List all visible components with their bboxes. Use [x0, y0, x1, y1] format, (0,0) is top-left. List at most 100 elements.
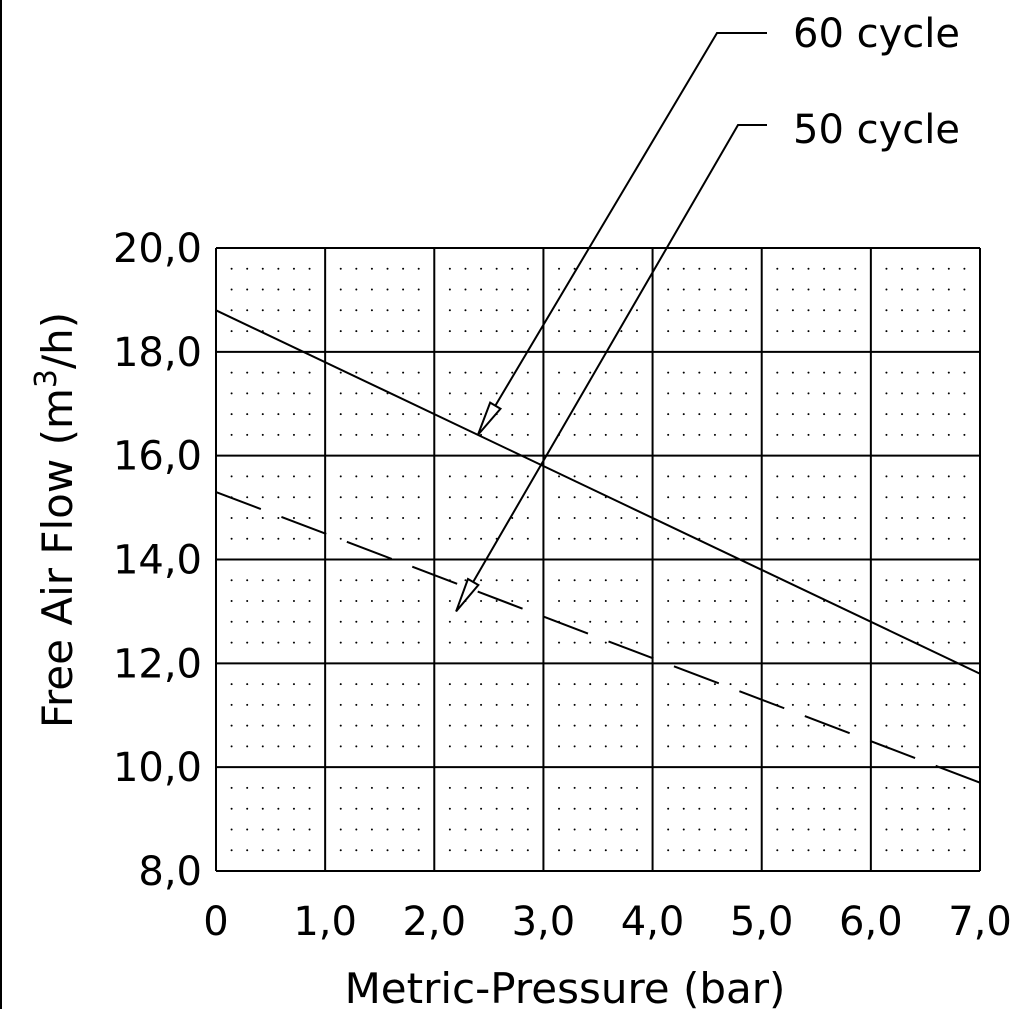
grid-dot — [807, 828, 810, 831]
grid-dot — [682, 786, 685, 789]
grid-dot — [698, 392, 701, 395]
grid-dot — [573, 475, 576, 478]
grid-dot — [776, 537, 779, 540]
grid-dot — [386, 267, 389, 270]
grid-dot — [339, 600, 342, 603]
grid-dot — [417, 267, 420, 270]
grid-dot — [713, 600, 716, 603]
grid-dot — [511, 267, 514, 270]
grid-dot — [916, 330, 919, 333]
grid-dot — [682, 267, 685, 270]
grid-dot — [464, 392, 467, 395]
grid-dot — [495, 786, 498, 789]
grid-dot — [635, 433, 638, 436]
grid-dot — [823, 724, 826, 727]
grid-dot — [308, 807, 311, 810]
grid-dot — [511, 849, 514, 852]
grid-dot — [963, 413, 966, 416]
grid-dot — [386, 641, 389, 644]
grid-dot — [901, 288, 904, 291]
grid-dot — [386, 309, 389, 312]
x-tick-label: 1,0 — [293, 899, 357, 945]
grid-dot — [838, 309, 841, 312]
grid-dot — [480, 807, 483, 810]
grid-dot — [370, 620, 373, 623]
grid-dot — [558, 745, 561, 748]
grid-dot — [246, 309, 249, 312]
y-tick-label: 16,0 — [113, 434, 202, 480]
grid-dot — [339, 849, 342, 852]
grid-dot — [682, 288, 685, 291]
grid-dot — [402, 371, 405, 374]
grid-dot — [589, 267, 592, 270]
grid-dot — [292, 786, 295, 789]
grid-dot — [246, 828, 249, 831]
grid-dot — [901, 703, 904, 706]
grid-dot — [963, 807, 966, 810]
grid-dot — [480, 516, 483, 519]
grid-dot — [667, 330, 670, 333]
grid-dot — [261, 496, 264, 499]
grid-dot — [277, 267, 280, 270]
grid-dot — [916, 496, 919, 499]
grid-dot — [526, 724, 529, 727]
grid-dot — [807, 683, 810, 686]
grid-dot — [417, 828, 420, 831]
grid-dot — [916, 807, 919, 810]
grid-dot — [791, 600, 794, 603]
grid-dot — [370, 849, 373, 852]
grid-dot — [464, 828, 467, 831]
grid-dot — [604, 828, 607, 831]
grid-dot — [729, 537, 732, 540]
grid-dot — [417, 724, 420, 727]
grid-dot — [776, 267, 779, 270]
grid-dot — [635, 496, 638, 499]
grid-dot — [573, 724, 576, 727]
grid-dot — [838, 392, 841, 395]
grid-dot — [526, 703, 529, 706]
grid-dot — [854, 600, 857, 603]
x-axis-label: Metric-Pressure (bar) — [345, 964, 786, 1009]
grid-dot — [838, 371, 841, 374]
grid-dot — [604, 309, 607, 312]
grid-dot — [261, 745, 264, 748]
y-axis-label-tail: /h) — [33, 312, 82, 369]
grid-dot — [823, 371, 826, 374]
grid-dot — [526, 786, 529, 789]
grid-dot — [464, 641, 467, 644]
grid-dot — [589, 413, 592, 416]
grid-dot — [589, 807, 592, 810]
grid-dot — [573, 579, 576, 582]
grid-dot — [823, 703, 826, 706]
grid-dot — [932, 371, 935, 374]
grid-dot — [916, 475, 919, 478]
grid-dot — [885, 516, 888, 519]
grid-dot — [947, 496, 950, 499]
grid-dot — [807, 724, 810, 727]
grid-dot — [620, 724, 623, 727]
grid-dot — [448, 786, 451, 789]
grid-dot — [901, 267, 904, 270]
grid-dot — [620, 828, 623, 831]
grid-dot — [573, 703, 576, 706]
grid-dot — [916, 600, 919, 603]
grid-dot — [558, 683, 561, 686]
grid-dot — [823, 330, 826, 333]
grid-dot — [854, 413, 857, 416]
grid-dot — [635, 724, 638, 727]
grid-dot — [791, 745, 794, 748]
grid-dot — [277, 392, 280, 395]
grid-dot — [246, 516, 249, 519]
grid-dot — [823, 267, 826, 270]
grid-dot — [589, 828, 592, 831]
grid-dot — [230, 724, 233, 727]
grid-dot — [246, 641, 249, 644]
grid-dot — [558, 724, 561, 727]
grid-dot — [417, 288, 420, 291]
grid-dot — [448, 620, 451, 623]
grid-dot — [558, 807, 561, 810]
grid-dot — [838, 703, 841, 706]
grid-dot — [417, 620, 420, 623]
grid-dot — [261, 433, 264, 436]
grid-dot — [308, 745, 311, 748]
